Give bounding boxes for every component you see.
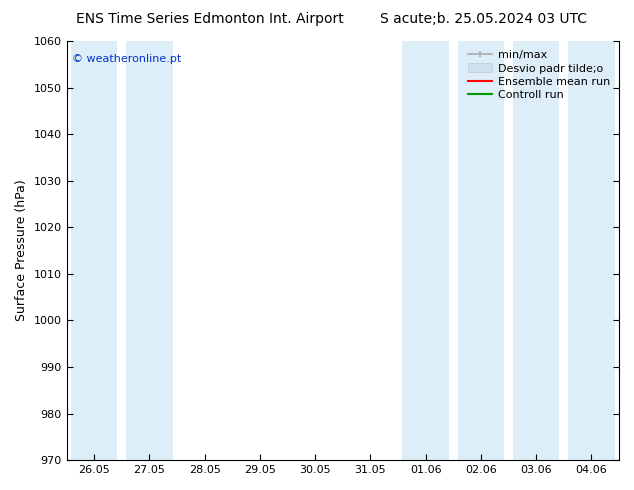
Bar bbox=[71, 41, 117, 460]
Text: ENS Time Series Edmonton Int. Airport: ENS Time Series Edmonton Int. Airport bbox=[76, 12, 344, 26]
Bar bbox=[403, 41, 449, 460]
Legend: min/max, Desvio padr tilde;o, Ensemble mean run, Controll run: min/max, Desvio padr tilde;o, Ensemble m… bbox=[465, 47, 614, 103]
Bar bbox=[513, 41, 559, 460]
Bar bbox=[458, 41, 504, 460]
Bar bbox=[126, 41, 172, 460]
Text: © weatheronline.pt: © weatheronline.pt bbox=[72, 53, 181, 64]
Y-axis label: Surface Pressure (hPa): Surface Pressure (hPa) bbox=[15, 180, 28, 321]
Bar bbox=[568, 41, 614, 460]
Text: S acute;b. 25.05.2024 03 UTC: S acute;b. 25.05.2024 03 UTC bbox=[380, 12, 587, 26]
